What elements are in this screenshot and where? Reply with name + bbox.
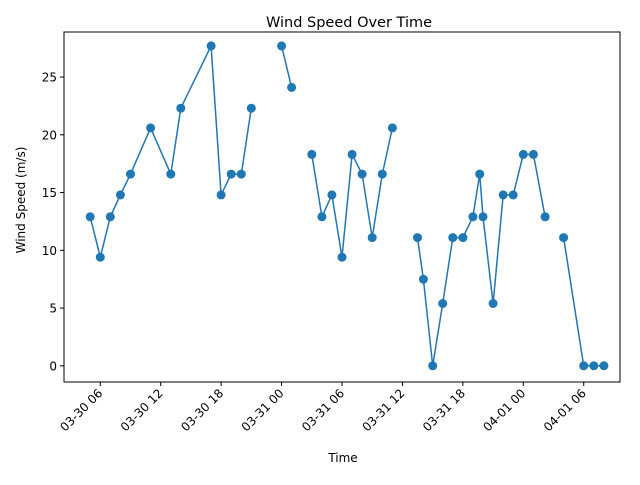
y-axis-ticks: 0 5 10 15 20 25 — [42, 71, 64, 373]
data-point — [367, 233, 377, 243]
data-point — [508, 190, 518, 200]
data-point — [236, 169, 246, 179]
x-axis-label: Time — [327, 451, 357, 465]
series-line — [280, 45, 293, 88]
chart-title: Wind Speed Over Time — [266, 15, 432, 31]
data-point — [226, 169, 236, 179]
data-point — [206, 41, 216, 51]
y-tick-label: 0 — [49, 359, 57, 373]
data-point — [317, 212, 327, 222]
data-point — [347, 149, 357, 159]
y-tick-label: 5 — [49, 302, 57, 316]
y-axis-label: Wind Speed (m/s) — [14, 147, 28, 254]
data-point — [287, 82, 297, 92]
data-point — [559, 233, 569, 243]
data-point — [599, 361, 609, 371]
data-point — [85, 212, 95, 222]
data-point — [216, 190, 226, 200]
data-point — [418, 274, 428, 284]
data-point — [166, 169, 176, 179]
data-point — [105, 212, 115, 222]
y-tick-label: 15 — [42, 186, 57, 200]
data-point — [488, 299, 498, 308]
data-point — [277, 41, 287, 51]
data-point — [428, 361, 438, 371]
data-point — [475, 169, 485, 179]
data-point — [126, 169, 135, 179]
data-point — [579, 361, 589, 371]
data-point — [95, 252, 105, 262]
data-point — [458, 233, 468, 243]
y-tick-label: 20 — [42, 128, 57, 142]
data-point — [528, 149, 538, 159]
plot-area — [85, 41, 609, 371]
data-point — [307, 149, 317, 159]
data-point — [387, 123, 397, 133]
y-tick-label: 25 — [42, 71, 57, 85]
data-point — [327, 190, 337, 200]
data-point — [357, 169, 367, 179]
data-point — [413, 233, 422, 243]
data-point — [478, 212, 488, 222]
data-point — [115, 190, 125, 200]
data-point — [438, 299, 448, 308]
data-point — [589, 361, 599, 371]
data-point — [498, 190, 508, 200]
data-point — [146, 123, 156, 133]
data-point — [518, 149, 528, 159]
data-point — [540, 212, 550, 222]
data-point — [246, 103, 256, 113]
data-point — [337, 252, 347, 262]
data-point — [377, 169, 387, 179]
data-point — [448, 233, 458, 243]
series-line — [562, 237, 604, 367]
data-point — [176, 103, 186, 113]
data-point — [468, 212, 478, 222]
y-tick-label: 10 — [42, 244, 57, 258]
